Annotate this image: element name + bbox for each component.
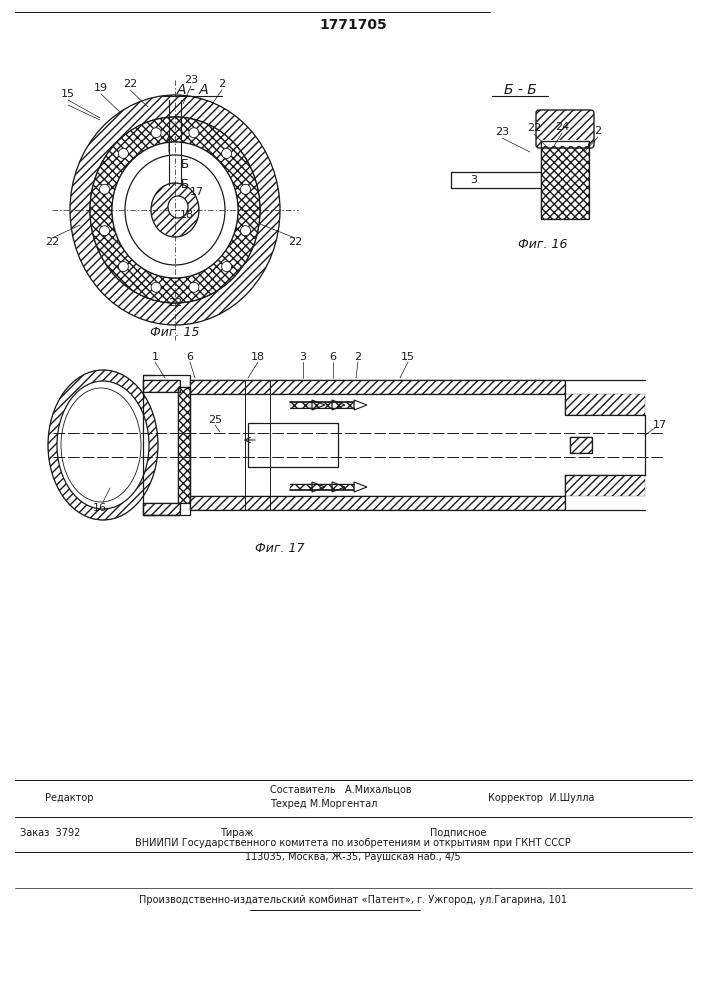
Bar — [310, 402, 332, 408]
Text: Б: Б — [181, 178, 189, 190]
Text: 22: 22 — [288, 237, 302, 247]
Polygon shape — [354, 482, 367, 492]
Bar — [542, 140, 588, 146]
Text: 23: 23 — [495, 127, 509, 137]
Bar — [565, 394, 645, 415]
Polygon shape — [312, 482, 325, 492]
Bar — [143, 503, 180, 515]
Text: A - A: A - A — [177, 83, 209, 97]
Text: 22: 22 — [123, 79, 137, 89]
Bar — [565, 475, 645, 496]
Text: Тираж: Тираж — [220, 828, 253, 838]
Text: 17: 17 — [653, 420, 667, 430]
Text: Б - Б: Б - Б — [503, 83, 537, 97]
Text: 19: 19 — [94, 83, 108, 93]
Text: 2: 2 — [354, 352, 361, 362]
Ellipse shape — [112, 142, 238, 278]
Text: Фиг. 15: Фиг. 15 — [151, 326, 200, 338]
Text: Составитель   А.Михальцов: Составитель А.Михальцов — [270, 785, 411, 795]
Bar — [541, 141, 589, 219]
Ellipse shape — [90, 117, 260, 303]
Ellipse shape — [61, 388, 141, 502]
Text: Фиг. 17: Фиг. 17 — [255, 542, 305, 554]
Bar — [190, 380, 565, 394]
Circle shape — [100, 226, 110, 236]
Text: ВНИИПИ Государственного комитета по изобретениям и открытиям при ГКНТ СССР: ВНИИПИ Государственного комитета по изоб… — [135, 838, 571, 848]
Bar — [332, 484, 354, 490]
Bar — [248, 423, 338, 467]
Text: Редактор: Редактор — [45, 793, 93, 803]
Polygon shape — [354, 400, 367, 410]
Circle shape — [240, 184, 250, 194]
Text: 113035, Москва, Ж-35, Раушская наб., 4/5: 113035, Москва, Ж-35, Раушская наб., 4/5 — [245, 852, 461, 862]
Circle shape — [189, 128, 199, 138]
Text: Корректор  И.Шулла: Корректор И.Шулла — [488, 793, 595, 803]
Bar — [570, 437, 592, 453]
Bar — [541, 141, 589, 219]
Bar — [178, 387, 190, 503]
Text: 1771705: 1771705 — [319, 18, 387, 32]
Circle shape — [221, 148, 232, 158]
Circle shape — [151, 128, 161, 138]
Circle shape — [151, 282, 161, 292]
Text: 15: 15 — [61, 89, 75, 99]
Bar — [178, 387, 190, 503]
Text: 15: 15 — [401, 352, 415, 362]
Ellipse shape — [57, 381, 149, 509]
Text: 18: 18 — [180, 210, 194, 220]
Text: 22: 22 — [527, 123, 541, 133]
Bar — [290, 484, 312, 490]
Text: 2: 2 — [595, 126, 602, 136]
Bar — [570, 437, 592, 453]
Text: 24: 24 — [555, 122, 569, 132]
Bar — [310, 484, 332, 490]
Bar — [190, 496, 565, 510]
Ellipse shape — [168, 196, 188, 218]
Bar — [143, 503, 180, 515]
Polygon shape — [332, 482, 345, 492]
Text: Б: Б — [181, 158, 189, 172]
Circle shape — [240, 226, 250, 236]
Text: 3: 3 — [300, 352, 307, 362]
Text: 16: 16 — [93, 503, 107, 513]
Text: 2: 2 — [218, 79, 226, 89]
Circle shape — [100, 184, 110, 194]
Text: Фиг. 16: Фиг. 16 — [518, 237, 568, 250]
Text: 22: 22 — [168, 298, 182, 308]
Ellipse shape — [112, 142, 238, 278]
Bar — [143, 380, 180, 392]
Circle shape — [189, 282, 199, 292]
Text: 18: 18 — [251, 352, 265, 362]
Text: 17: 17 — [190, 187, 204, 197]
Text: Производственно-издательский комбинат «Патент», г. Ужгород, ул.Гагарина, 101: Производственно-издательский комбинат «П… — [139, 895, 567, 905]
Text: 6: 6 — [187, 352, 194, 362]
Polygon shape — [312, 400, 325, 410]
Text: 25: 25 — [208, 415, 222, 425]
Polygon shape — [332, 400, 345, 410]
Text: 6: 6 — [329, 352, 337, 362]
Circle shape — [221, 262, 232, 272]
Text: 22: 22 — [45, 237, 59, 247]
Bar — [143, 375, 190, 515]
Text: 3: 3 — [470, 175, 477, 185]
Text: 23: 23 — [184, 75, 198, 85]
Bar — [143, 380, 180, 392]
Bar — [290, 402, 312, 408]
Text: Подписное: Подписное — [430, 828, 486, 838]
Text: Техред М.Моргентал: Техред М.Моргентал — [270, 799, 378, 809]
Bar — [332, 402, 354, 408]
Circle shape — [118, 148, 129, 158]
Text: Заказ  3792: Заказ 3792 — [20, 828, 81, 838]
Circle shape — [118, 262, 129, 272]
Text: 1: 1 — [151, 352, 158, 362]
